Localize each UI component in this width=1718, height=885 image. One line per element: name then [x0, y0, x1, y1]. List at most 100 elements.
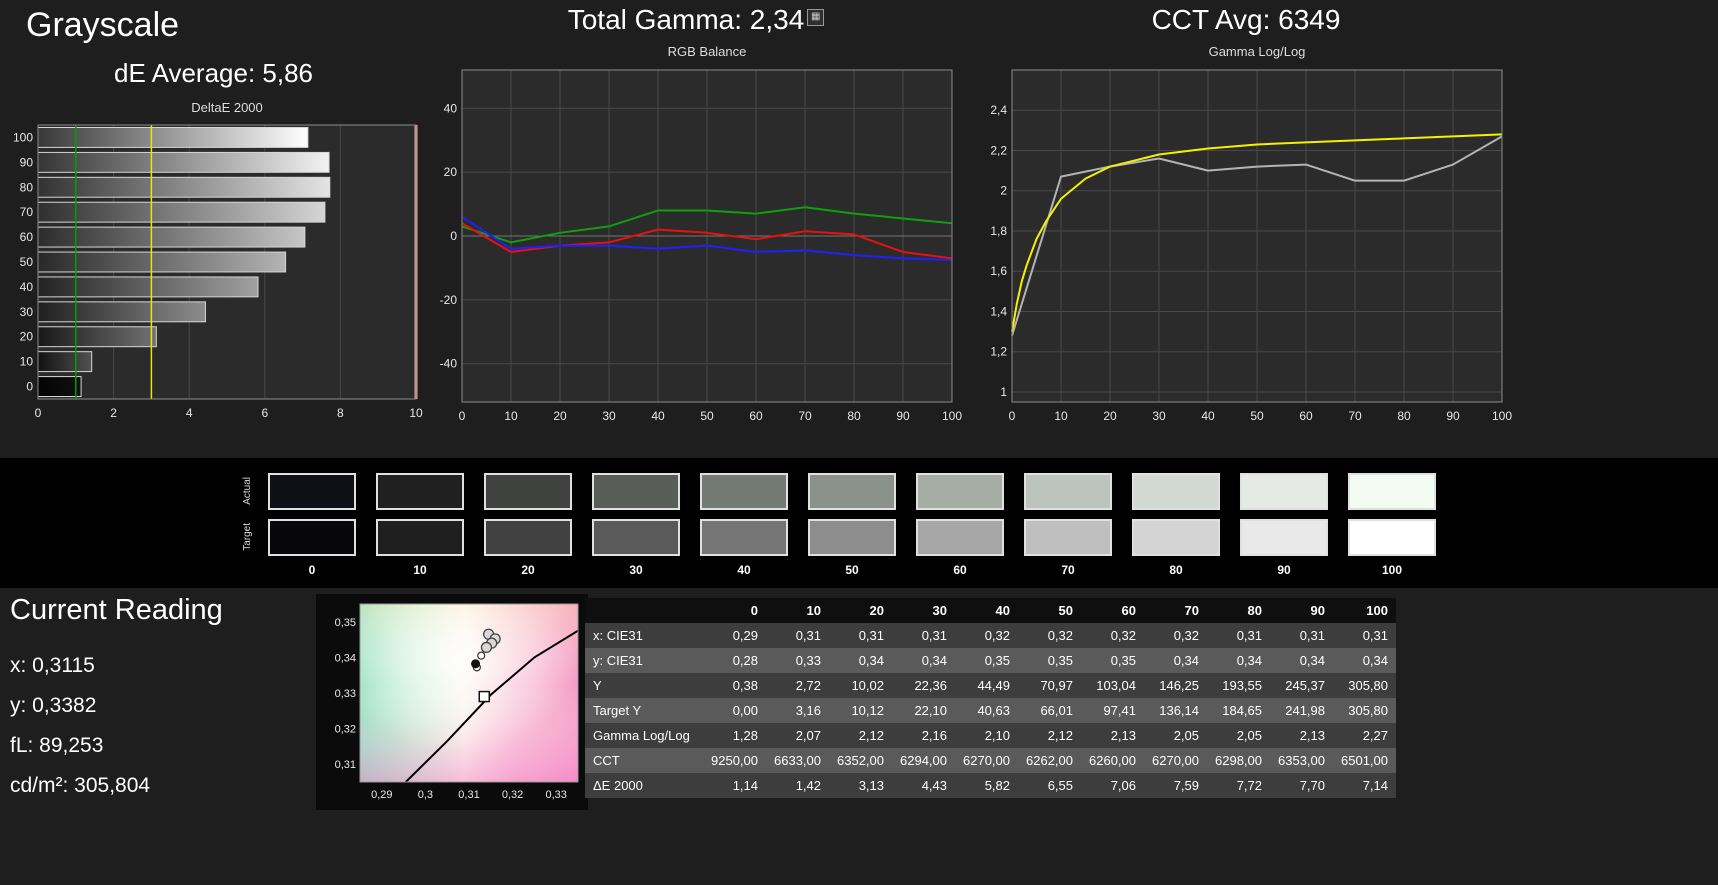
table-cell: 6501,00	[1333, 748, 1396, 773]
cie-diagram: 0,29 0,3 0,31 0,32 0,33 0,35 0,34 0,33 0,32 0,31	[316, 594, 588, 810]
table-cell: 44,49	[955, 673, 1018, 698]
table-cell: 6298,00	[1207, 748, 1270, 773]
table-cell: 22,36	[892, 673, 955, 698]
rgb-chart-title: RGB Balance	[667, 44, 747, 59]
table-cell: 9250,00	[703, 748, 766, 773]
svg-text:90: 90	[896, 409, 910, 423]
row-label-target: Target	[241, 523, 253, 551]
table-row: y: CIE31 0,28 0,33 0,34 0,34 0,35 0,35 0,35 0,34…	[585, 648, 1396, 673]
svg-text:80: 80	[20, 180, 34, 194]
table-cell: 2,05	[1207, 723, 1270, 748]
table-row: x: CIE31 0,29 0,31 0,31 0,31 0,32 0,32 0,32 0,32…	[585, 623, 1396, 648]
table-column-header: 30	[892, 598, 955, 623]
svg-text:30: 30	[602, 409, 616, 423]
table-cell: 0,35	[1081, 648, 1144, 673]
svg-text:0,32: 0,32	[502, 789, 523, 801]
table-cell: 0,31	[892, 623, 955, 648]
total-gamma-readout: Total Gamma: 2,34 ▦	[430, 4, 962, 36]
swatch-target-50	[808, 518, 896, 556]
svg-text:0,31: 0,31	[458, 789, 479, 801]
table-row-label: x: CIE31	[585, 623, 703, 648]
reading-cdm2: cd/m²: 305,804	[10, 774, 151, 797]
svg-text:0: 0	[450, 229, 457, 243]
table-cell: 0,35	[955, 648, 1018, 673]
table-cell: 2,27	[1333, 723, 1396, 748]
table-cell: 2,12	[829, 723, 892, 748]
swatch-actual-10	[376, 472, 464, 510]
table-row-label: Target Y	[585, 698, 703, 723]
svg-text:50: 50	[20, 255, 34, 269]
svg-text:10: 10	[409, 406, 423, 420]
swatch-actual-100	[1348, 472, 1436, 510]
table-cell: 70,97	[1018, 673, 1081, 698]
table-cell: 245,37	[1270, 673, 1333, 698]
svg-text:70: 70	[20, 205, 34, 219]
table-cell: 5,82	[955, 773, 1018, 798]
table-cell: 0,34	[1333, 648, 1396, 673]
table-cell: 0,31	[766, 623, 829, 648]
gamma-chart-title: Gamma Log/Log	[1208, 44, 1306, 59]
table-cell: 0,32	[1144, 623, 1207, 648]
table-column-header: 20	[829, 598, 892, 623]
svg-text:-20: -20	[440, 293, 458, 307]
svg-text:10: 10	[20, 355, 34, 369]
swatch-target-60	[916, 518, 1004, 556]
table-row: CCT 9250,00 6633,00 6352,00 6294,00 6270,00 62…	[585, 748, 1396, 773]
swatch-target-20	[484, 518, 572, 556]
table-column-header: 100	[1333, 598, 1396, 623]
svg-text:100: 100	[1492, 409, 1512, 423]
table-cell: 0,35	[1018, 648, 1081, 673]
table-cell: 0,34	[1144, 648, 1207, 673]
table-column-header: 70	[1144, 598, 1207, 623]
svg-text:4: 4	[186, 406, 193, 420]
swatch-actual-80	[1132, 472, 1220, 510]
table-cell: 0,38	[703, 673, 766, 698]
reading-y: y: 0,3382	[10, 694, 97, 717]
current-reading-values: x: 0,3115 y: 0,3382 fL: 89,253 cd/m²: 305,8…	[10, 646, 150, 806]
table-cell: 6353,00	[1270, 748, 1333, 773]
table-cell: 0,31	[1270, 623, 1333, 648]
svg-text:6: 6	[261, 406, 268, 420]
current-reading-title: Current Reading	[10, 594, 223, 626]
table-cell: 7,72	[1207, 773, 1270, 798]
rgb-balance-chart: RGB Balance 0 10 20 30 40 50 60 70 80 90 100 40 20 0 -…	[430, 44, 962, 432]
svg-text:20: 20	[444, 165, 458, 179]
svg-text:0: 0	[35, 406, 42, 420]
table-cell: 146,25	[1144, 673, 1207, 698]
table-cell: 3,16	[766, 698, 829, 723]
row-label-actual: Actual	[241, 477, 253, 505]
svg-text:50: 50	[700, 409, 714, 423]
gamma-note-icon[interactable]: ▦	[807, 8, 825, 26]
table-cell: 0,31	[1207, 623, 1270, 648]
table-cell: 40,63	[955, 698, 1018, 723]
swatch-actual-40	[700, 472, 788, 510]
swatch-target-100	[1348, 518, 1436, 556]
table-cell: 1,42	[766, 773, 829, 798]
svg-text:90: 90	[20, 155, 34, 169]
table-cell: 7,70	[1270, 773, 1333, 798]
table-cell: 0,32	[955, 623, 1018, 648]
svg-text:100: 100	[13, 130, 33, 144]
svg-text:10: 10	[504, 409, 518, 423]
svg-text:0,3: 0,3	[418, 789, 433, 801]
table-cell: 7,14	[1333, 773, 1396, 798]
table-cell: 0,34	[1207, 648, 1270, 673]
table-cell: 103,04	[1081, 673, 1144, 698]
gamma-loglog-chart: Gamma Log/Log 0 10 20 30 40 50 60 70 80 90 100 2,4 2…	[980, 44, 1512, 432]
swatch-actual-50	[808, 472, 896, 510]
page-title: Grayscale	[26, 6, 180, 44]
swatch-actual-70	[1024, 472, 1112, 510]
table-column-header: 10	[766, 598, 829, 623]
deltae-2000-chart: DeltaE 2000 100 90 80 70 60 50 40 30 20 10 0 0 2 4 6 8 1…	[8, 100, 426, 428]
svg-text:30: 30	[20, 305, 34, 319]
table-cell: 2,05	[1144, 723, 1207, 748]
table-cell: 10,12	[829, 698, 892, 723]
svg-text:10: 10	[1054, 409, 1068, 423]
table-cell: 0,31	[829, 623, 892, 648]
cie-diagram-canvas: 0,29 0,3 0,31 0,32 0,33 0,35 0,34 0,33 0,32 0,31	[335, 603, 579, 801]
swatch-level-label: 0	[308, 563, 316, 577]
table-cell: 193,55	[1207, 673, 1270, 698]
table-cell: 0,34	[892, 648, 955, 673]
svg-text:20: 20	[1103, 409, 1117, 423]
table-cell: 1,14	[703, 773, 766, 798]
